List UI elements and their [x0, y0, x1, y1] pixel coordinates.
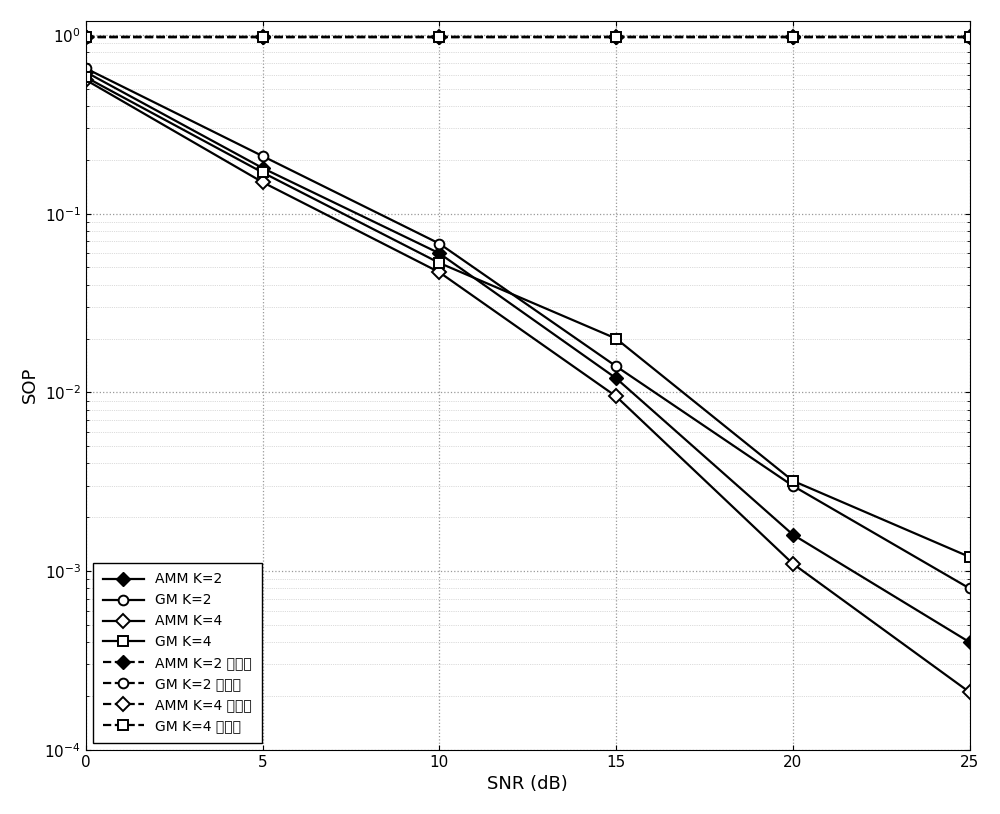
GM K=4: [433, 258, 445, 268]
AMM K=4 不保密: [964, 33, 976, 42]
GM K=2 不保密: [964, 32, 976, 42]
Line: GM K=4 不保密: GM K=4 不保密: [81, 32, 974, 42]
AMM K=2: [964, 637, 976, 647]
AMM K=2: [433, 248, 445, 258]
AMM K=2 不保密: [610, 33, 622, 42]
Line: GM K=2 不保密: GM K=2 不保密: [81, 32, 974, 42]
AMM K=2: [80, 68, 92, 77]
AMM K=4 不保密: [610, 33, 622, 42]
AMM K=2 不保密: [787, 33, 799, 42]
GM K=4: [257, 168, 269, 177]
AMM K=4: [257, 177, 269, 187]
Line: AMM K=4: AMM K=4: [81, 75, 974, 697]
Line: GM K=2: GM K=2: [81, 63, 974, 593]
Line: GM K=4: GM K=4: [81, 72, 974, 562]
AMM K=2 不保密: [964, 33, 976, 42]
GM K=4: [80, 72, 92, 82]
AMM K=2 不保密: [80, 33, 92, 42]
AMM K=4: [80, 75, 92, 85]
GM K=2: [433, 239, 445, 248]
AMM K=2 不保密: [433, 33, 445, 42]
GM K=4 不保密: [433, 32, 445, 42]
AMM K=4: [610, 392, 622, 401]
GM K=2: [80, 63, 92, 73]
GM K=2 不保密: [433, 32, 445, 42]
AMM K=2: [787, 530, 799, 540]
GM K=4 不保密: [257, 32, 269, 42]
GM K=2 不保密: [80, 32, 92, 42]
AMM K=4: [787, 558, 799, 568]
AMM K=4: [964, 687, 976, 697]
GM K=4: [610, 334, 622, 344]
GM K=4 不保密: [964, 32, 976, 42]
Line: AMM K=2: AMM K=2: [81, 68, 974, 647]
AMM K=4 不保密: [257, 33, 269, 42]
AMM K=2 不保密: [257, 33, 269, 42]
Legend: AMM K=2, GM K=2, AMM K=4, GM K=4, AMM K=2 不保密, GM K=2 不保密, AMM K=4 不保密, GM K=4 不: AMM K=2, GM K=2, AMM K=4, GM K=4, AMM K=…: [93, 562, 262, 743]
AMM K=2: [257, 163, 269, 173]
AMM K=4 不保密: [787, 33, 799, 42]
GM K=4: [787, 476, 799, 486]
AMM K=4 不保密: [433, 33, 445, 42]
GM K=2 不保密: [610, 32, 622, 42]
Y-axis label: SOP: SOP: [21, 367, 39, 404]
AMM K=4 不保密: [80, 33, 92, 42]
GM K=4: [964, 552, 976, 562]
GM K=2: [610, 361, 622, 371]
Line: AMM K=4 不保密: AMM K=4 不保密: [81, 33, 974, 42]
AMM K=4: [433, 267, 445, 277]
GM K=2: [964, 584, 976, 593]
GM K=4 不保密: [610, 32, 622, 42]
GM K=2: [787, 481, 799, 491]
AMM K=2: [610, 374, 622, 383]
GM K=4 不保密: [80, 32, 92, 42]
GM K=4 不保密: [787, 32, 799, 42]
GM K=2 不保密: [257, 32, 269, 42]
GM K=2: [257, 151, 269, 161]
X-axis label: SNR (dB): SNR (dB): [487, 775, 568, 793]
GM K=2 不保密: [787, 32, 799, 42]
Line: AMM K=2 不保密: AMM K=2 不保密: [81, 33, 974, 42]
